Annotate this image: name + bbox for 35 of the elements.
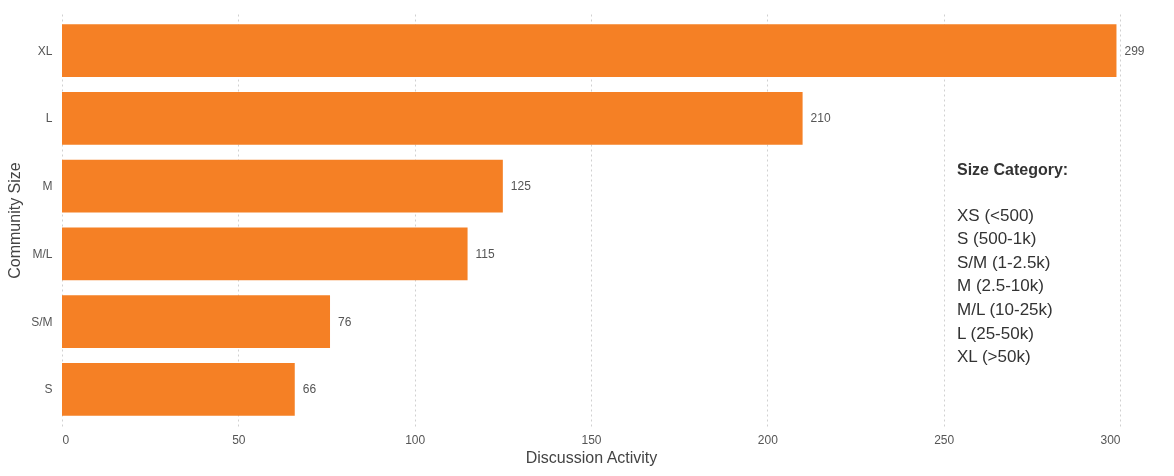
x-tick-label: 100: [405, 432, 426, 447]
data-label: 115: [475, 246, 496, 261]
x-tick-label: 200: [757, 432, 779, 447]
x-tick-label: 150: [581, 432, 602, 447]
y-tick-label: M/L: [32, 246, 53, 261]
annotation: M (2.5-10k): [957, 276, 1044, 296]
y-tick-label: L: [45, 111, 53, 126]
annotation: S (500-1k): [957, 229, 1037, 249]
bar: [62, 227, 468, 281]
y-tick-label: M: [42, 179, 53, 194]
annotation: Size Category:: [957, 161, 1069, 178]
x-tick-label: 300: [1100, 432, 1121, 447]
data-label: 299: [1124, 43, 1145, 58]
x-tick-label: 0: [62, 432, 70, 447]
annotation: XL (>50k): [957, 347, 1031, 367]
data-label: 125: [510, 179, 532, 194]
y-tick-label: XL: [37, 43, 53, 58]
x-tick-label: 50: [232, 432, 246, 447]
bar: [62, 159, 503, 213]
bar: [62, 91, 803, 145]
annotation: M/L (10-25k): [957, 300, 1053, 319]
annotation: L (25-50k): [957, 323, 1034, 343]
y-axis-title: Community Size: [6, 162, 24, 279]
bar: [62, 295, 331, 349]
x-tick-label: 250: [934, 432, 955, 447]
annotation: S/M (1-2.5k): [957, 252, 1051, 272]
bar: [62, 362, 295, 416]
annotation: XS (<500): [957, 205, 1035, 225]
data-label: 76: [338, 314, 352, 329]
data-label: 66: [302, 382, 317, 397]
y-tick-label: S: [44, 382, 53, 397]
bar: [62, 24, 1117, 78]
x-axis-title: Discussion Activity: [525, 448, 658, 466]
y-tick-label: S/M: [31, 314, 53, 329]
data-label: 210: [810, 111, 831, 126]
